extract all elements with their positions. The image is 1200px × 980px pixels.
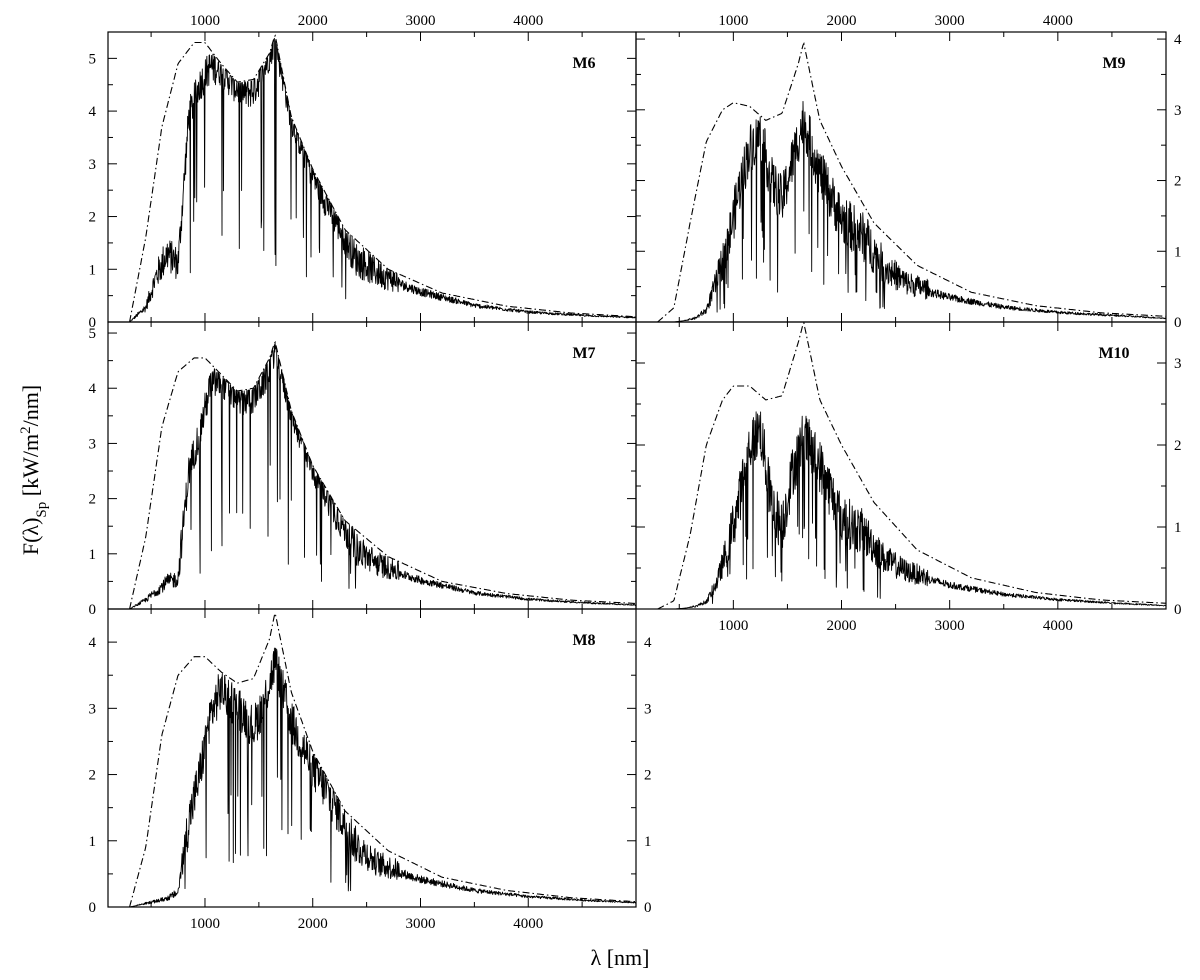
- spectrum-line-m6: [129, 37, 636, 323]
- y-tick-label: 0: [89, 315, 97, 331]
- y-tick-label-right: 3: [1174, 103, 1182, 119]
- panel-m10: 1000 2000 3000 4000 0 1 2 3 M10: [635, 321, 1182, 634]
- panel-label: M9: [1102, 55, 1125, 72]
- panel-frame: [635, 321, 1167, 610]
- y-tick-label: 0: [89, 900, 97, 916]
- y-tick-label: 4: [89, 104, 97, 120]
- y-axis-title-subscript: Sp: [34, 502, 50, 518]
- y-axis-title-unit: [kW/m: [18, 434, 43, 502]
- x-tick-label: 3000: [405, 916, 435, 932]
- y-axis-title: F(λ)Sp [kW/m2/nm]: [18, 385, 50, 555]
- x-tick-label: 1000: [718, 618, 748, 634]
- y-tick-label: 4: [89, 381, 97, 397]
- x-tick-label: 1000: [190, 916, 220, 932]
- y-tick-label-right: 4: [644, 635, 652, 651]
- spectrum-line-m10: [657, 411, 1166, 610]
- y-tick-label: 5: [89, 51, 97, 67]
- y-tick-label-right: 1: [1174, 520, 1182, 536]
- y-tick-label: 1: [89, 834, 97, 850]
- spectrum-line-m8: [129, 647, 637, 908]
- panel-m8: 1000 2000 3000 4000 0 0 1 1 2 2 3 3 4 4 M8: [89, 608, 652, 932]
- envelope-line-m10: [657, 321, 1166, 610]
- y-tick-label-right: 2: [1174, 438, 1182, 454]
- envelope-line-m9: [657, 42, 1166, 323]
- y-tick-label-right: 1: [1174, 244, 1182, 260]
- x-tick-label: 4000: [1043, 13, 1073, 29]
- spectrum-line-m9: [657, 100, 1167, 323]
- y-tick-label-right: 1: [644, 834, 652, 850]
- y-axis-title-superscript: 2: [18, 426, 34, 434]
- x-tick-label: 2000: [827, 13, 857, 29]
- envelope-line-m7: [129, 340, 636, 610]
- envelope-line-m6: [129, 34, 636, 323]
- y-axis-title-unit-end: /nm]: [18, 385, 43, 427]
- y-tick-label: 2: [89, 492, 97, 508]
- y-tick-label: 0: [89, 602, 97, 618]
- x-tick-label: 2000: [827, 618, 857, 634]
- panel-label: M8: [572, 632, 595, 649]
- y-tick-label-right: 3: [1174, 356, 1182, 372]
- y-tick-label-right: 0: [1174, 602, 1182, 618]
- panel-m7: 0 1 2 3 4 5 M7: [89, 321, 637, 618]
- y-tick-label: 4: [89, 635, 97, 651]
- y-axis-title-main: F(λ): [18, 518, 43, 556]
- y-tick-label: 1: [89, 262, 97, 278]
- panel-frame: [107, 321, 637, 610]
- x-tick-label: 4000: [1043, 618, 1073, 634]
- x-tick-label: 2000: [298, 916, 328, 932]
- panel-m6: 1000 2000 3000 4000 0 1 2 3 4 5 M6: [89, 13, 637, 331]
- y-tick-label: 1: [89, 547, 97, 563]
- y-tick-label: 2: [89, 210, 97, 226]
- x-tick-label: 1000: [190, 13, 220, 29]
- y-tick-label-right: 0: [1174, 315, 1182, 331]
- y-tick-label-right: 2: [1174, 174, 1182, 190]
- y-tick-label: 5: [89, 326, 97, 342]
- x-tick-label: 3000: [935, 13, 965, 29]
- panel-m9: 1000 2000 3000 4000 0 1 2 3 4 M9: [635, 13, 1182, 331]
- y-tick-label-right: 4: [1174, 32, 1182, 48]
- panel-label: M10: [1098, 345, 1129, 362]
- x-axis-title: λ [nm]: [591, 945, 650, 970]
- y-tick-label-right: 2: [644, 768, 652, 784]
- y-tick-label: 3: [89, 701, 97, 717]
- x-tick-label: 4000: [513, 13, 543, 29]
- spectrum-line-m7: [129, 342, 637, 610]
- y-tick-label-right: 3: [644, 701, 652, 717]
- y-tick-label-right: 0: [644, 900, 652, 916]
- x-tick-label: 4000: [513, 916, 543, 932]
- panel-frame: [107, 608, 637, 908]
- y-tick-label: 3: [89, 436, 97, 452]
- x-tick-label: 2000: [298, 13, 328, 29]
- y-tick-label: 2: [89, 768, 97, 784]
- y-tick-label: 3: [89, 157, 97, 173]
- x-tick-label: 1000: [718, 13, 748, 29]
- panel-label: M7: [572, 345, 595, 362]
- x-tick-label: 3000: [935, 618, 965, 634]
- x-tick-label: 3000: [405, 13, 435, 29]
- panel-label: M6: [572, 55, 595, 72]
